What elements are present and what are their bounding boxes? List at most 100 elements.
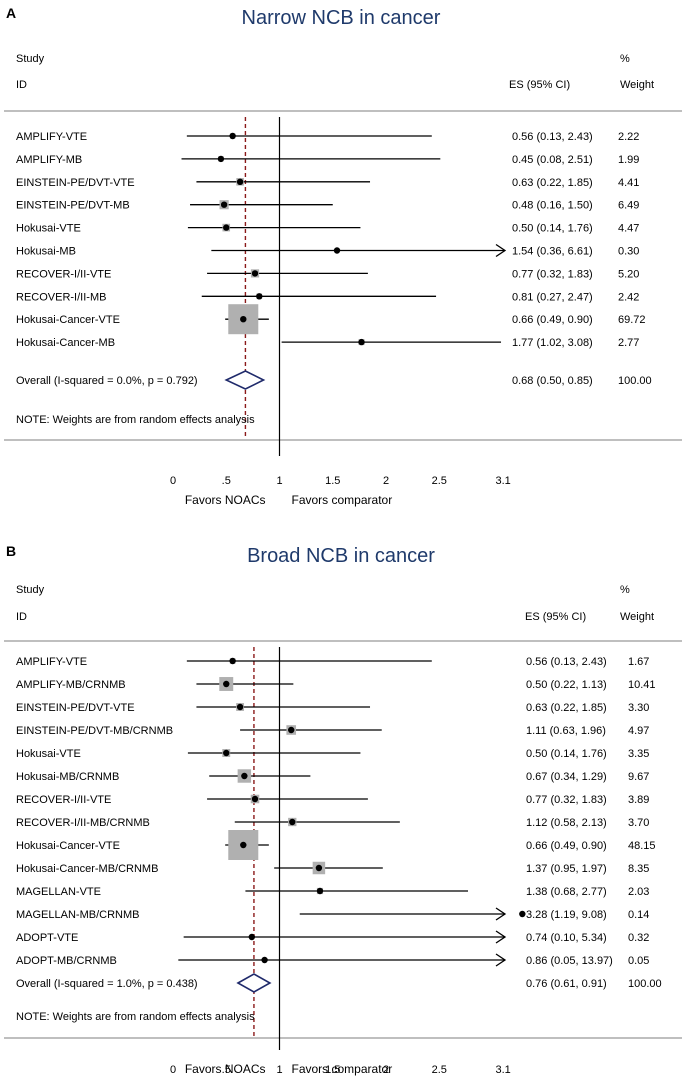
study-name: ADOPT-VTE xyxy=(16,932,78,944)
point-estimate xyxy=(240,841,247,849)
point-estimate xyxy=(289,818,296,826)
header-weight: Weight xyxy=(620,79,654,91)
x-tick-label: 1.5 xyxy=(325,475,340,487)
overall-diamond xyxy=(236,973,272,993)
study-row: RECOVER-I/II-MB/CRNMB 1.12 (0.58, 2.13) 3.… xyxy=(16,817,649,829)
overall-weight: 100.00 xyxy=(628,978,662,990)
effect-size-ci: 0.56 (0.13, 2.43) xyxy=(526,656,607,668)
study-weight: 0.30 xyxy=(618,246,639,258)
study-row: AMPLIFY-VTE 0.56 (0.13, 2.43) 1.67 xyxy=(16,656,649,668)
point-estimate xyxy=(223,680,230,688)
x-tick-label: 3.1 xyxy=(496,475,511,487)
header-es: ES (95% CI) xyxy=(509,79,570,91)
point-estimate xyxy=(519,910,526,918)
effect-size-ci: 0.50 (0.14, 1.76) xyxy=(512,223,593,235)
point-estimate xyxy=(236,178,244,185)
study-weight: 8.35 xyxy=(628,863,649,875)
study-row: Hokusai-Cancer-VTE 0.66 (0.49, 0.90) 48.15 xyxy=(16,830,656,860)
point-estimate xyxy=(220,201,228,208)
effect-size-ci: 0.50 (0.22, 1.13) xyxy=(526,679,607,691)
study-name: ADOPT-MB/CRNMB xyxy=(16,955,117,967)
favors-right-label: Favors comparator xyxy=(292,493,393,507)
study-name: RECOVER-I/II-VTE xyxy=(16,794,111,806)
header-weight: Weight xyxy=(620,611,654,623)
study-row: ADOPT-VTE 0.74 (0.10, 5.34) 0.32 xyxy=(16,930,649,944)
study-name: AMPLIFY-VTE xyxy=(16,131,87,143)
study-row: Hokusai-VTE 0.50 (0.14, 1.76) 3.35 xyxy=(16,748,649,760)
study-weight: 3.35 xyxy=(628,748,649,760)
overall-diamond xyxy=(224,370,266,390)
study-weight: 2.42 xyxy=(618,291,639,303)
chart-title: Broad NCB in cancer xyxy=(247,545,435,567)
study-row: ADOPT-MB/CRNMB 0.86 (0.05, 13.97) 0.05 xyxy=(16,953,649,967)
study-row: EINSTEIN-PE/DVT-MB/CRNMB 1.11 (0.63, 1.96… xyxy=(16,725,649,737)
study-weight: 3.70 xyxy=(628,817,649,829)
study-row: Hokusai-Cancer-VTE 0.66 (0.49, 0.90) 69.72 xyxy=(16,304,646,335)
point-estimate xyxy=(229,132,236,140)
effect-size-ci: 0.67 (0.34, 1.29) xyxy=(526,771,607,783)
study-name: EINSTEIN-PE/DVT-VTE xyxy=(16,702,135,714)
point-estimate xyxy=(223,749,230,757)
study-row: Hokusai-MB 1.54 (0.36, 6.61) 0.30 xyxy=(16,243,639,258)
study-weight: 2.03 xyxy=(628,886,649,898)
x-tick-label: 0 xyxy=(170,475,176,487)
study-row: AMPLIFY-MB/CRNMB 0.50 (0.22, 1.13) 10.41 xyxy=(16,677,656,691)
header-es: ES (95% CI) xyxy=(525,611,586,623)
effect-size-ci: 0.63 (0.22, 1.85) xyxy=(526,702,607,714)
favors-left-label: Favors NOACs xyxy=(185,493,266,507)
effect-size-ci: 0.66 (0.49, 0.90) xyxy=(526,840,607,852)
study-name: Hokusai-Cancer-VTE xyxy=(16,314,120,326)
chart-title: Narrow NCB in cancer xyxy=(242,7,441,29)
study-name: EINSTEIN-PE/DVT-MB xyxy=(16,200,130,212)
study-name: Hokusai-Cancer-MB/CRNMB xyxy=(16,863,158,875)
x-tick-label: 0 xyxy=(170,1064,176,1076)
study-name: Hokusai-VTE xyxy=(16,748,81,760)
point-estimate xyxy=(261,956,268,964)
panel-label: A xyxy=(6,5,16,21)
study-row: MAGELLAN-MB/CRNMB 3.28 (1.19, 9.08) 0.14 xyxy=(16,907,649,921)
header-id: ID xyxy=(16,611,27,623)
x-tick-label: 3.1 xyxy=(496,1064,511,1076)
study-row: RECOVER-I/II-VTE 0.77 (0.32, 1.83) 3.89 xyxy=(16,794,649,806)
point-estimate xyxy=(256,293,263,300)
overall-effect-ci: 0.68 (0.50, 0.85) xyxy=(512,375,593,387)
x-tick-label: 1 xyxy=(276,1064,282,1076)
x-tick-label: 1 xyxy=(276,475,282,487)
effect-size-ci: 0.63 (0.22, 1.85) xyxy=(512,177,593,189)
study-weight: 0.32 xyxy=(628,932,649,944)
overall-effect-ci: 0.76 (0.61, 0.91) xyxy=(526,978,607,990)
effect-size-ci: 0.66 (0.49, 0.90) xyxy=(512,314,593,326)
study-name: MAGELLAN-MB/CRNMB xyxy=(16,909,139,921)
study-row: MAGELLAN-VTE 1.38 (0.68, 2.77) 2.03 xyxy=(16,886,649,898)
effect-size-ci: 0.81 (0.27, 2.47) xyxy=(512,291,593,303)
point-estimate xyxy=(251,270,259,277)
favors-right-label: Favors comparator xyxy=(292,1062,393,1076)
point-estimate xyxy=(236,703,244,711)
weights-note: NOTE: Weights are from random effects an… xyxy=(16,1011,255,1023)
study-name: RECOVER-I/II-MB xyxy=(16,291,106,303)
effect-size-ci: 1.37 (0.95, 1.97) xyxy=(526,863,607,875)
study-name: AMPLIFY-MB xyxy=(16,154,82,166)
study-weight: 9.67 xyxy=(628,771,649,783)
study-row: Hokusai-Cancer-MB 1.77 (1.02, 3.08) 2.77 xyxy=(16,337,639,349)
x-tick-label: 2 xyxy=(383,475,389,487)
study-row: EINSTEIN-PE/DVT-MB 0.48 (0.16, 1.50) 6.49 xyxy=(16,200,639,212)
ci-truncation-arrow xyxy=(495,243,507,258)
header-study: Study xyxy=(16,584,45,596)
study-name: Hokusai-MB/CRNMB xyxy=(16,771,119,783)
point-estimate xyxy=(223,224,230,231)
point-estimate xyxy=(315,864,323,872)
ci-truncation-arrow xyxy=(495,953,507,967)
study-row: EINSTEIN-PE/DVT-VTE 0.63 (0.22, 1.85) 4.41 xyxy=(16,177,639,189)
overall-label: Overall (I-squared = 0.0%, p = 0.792) xyxy=(16,375,198,387)
study-row: AMPLIFY-MB 0.45 (0.08, 2.51) 1.99 xyxy=(16,154,639,166)
study-weight: 0.05 xyxy=(628,955,649,967)
weights-note: NOTE: Weights are from random effects an… xyxy=(16,414,255,426)
effect-size-ci: 1.11 (0.63, 1.96) xyxy=(526,725,606,737)
effect-size-ci: 1.38 (0.68, 2.77) xyxy=(526,886,607,898)
study-name: RECOVER-I/II-MB/CRNMB xyxy=(16,817,150,829)
study-weight: 4.41 xyxy=(618,177,639,189)
study-name: EINSTEIN-PE/DVT-VTE xyxy=(16,177,135,189)
effect-size-ci: 0.86 (0.05, 13.97) xyxy=(526,955,613,967)
